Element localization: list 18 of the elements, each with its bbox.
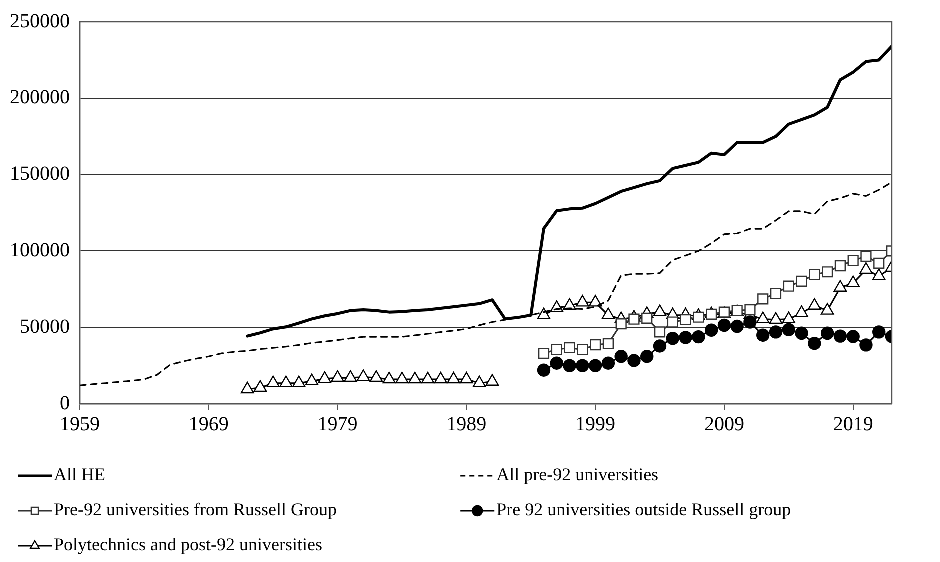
x-tick-label: 1989 <box>446 413 487 436</box>
x-tick-label: 1969 <box>188 413 229 436</box>
y-tick-label: 250000 <box>10 10 70 32</box>
legend-label: Polytechnics and post-92 universities <box>54 534 322 555</box>
x-tick-label: 1959 <box>60 413 100 436</box>
legend-label: Pre-92 universities from Russell Group <box>54 500 337 520</box>
x-tick-label: 1979 <box>318 413 358 436</box>
y-tick-label: 150000 <box>10 163 70 186</box>
y-tick-label: 200000 <box>10 86 70 109</box>
legend-label: All HE <box>54 464 106 485</box>
x-tick-label: 2019 <box>833 413 874 436</box>
x-tick-label: 2009 <box>704 413 744 436</box>
legend-label: All pre-92 universities <box>496 464 659 485</box>
x-tick-label: 1999 <box>576 413 616 436</box>
y-tick-label: 0 <box>60 392 70 414</box>
y-tick-label: 100000 <box>10 239 70 262</box>
legend-label: Pre 92 universities outside Russell group <box>496 500 792 520</box>
y-tick-label: 50000 <box>20 316 70 338</box>
